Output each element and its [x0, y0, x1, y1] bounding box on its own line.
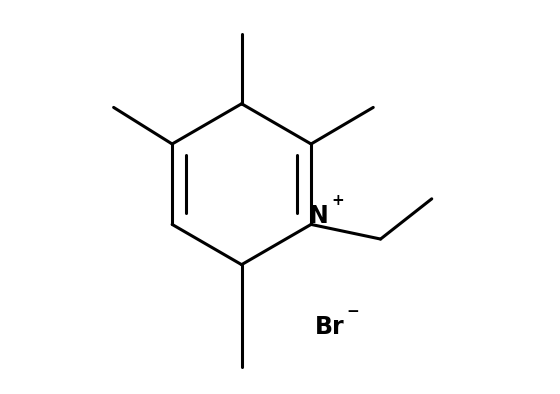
Text: −: −	[347, 304, 360, 319]
Text: Br: Br	[315, 315, 344, 339]
Text: N: N	[309, 204, 329, 229]
Text: +: +	[331, 193, 344, 208]
